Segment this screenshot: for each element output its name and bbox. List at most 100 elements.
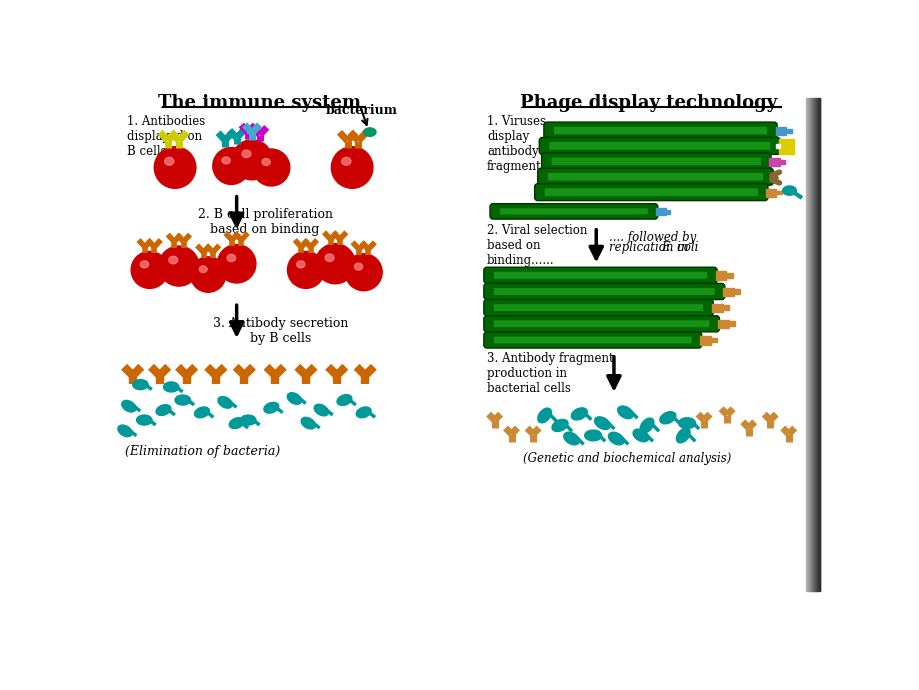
FancyBboxPatch shape	[537, 168, 773, 185]
FancyBboxPatch shape	[494, 320, 709, 327]
FancyBboxPatch shape	[544, 188, 757, 196]
Ellipse shape	[617, 406, 632, 419]
Circle shape	[190, 257, 226, 293]
Ellipse shape	[264, 402, 278, 413]
Ellipse shape	[229, 417, 244, 428]
Text: 3. Antibody fragment
production in
bacterial cells: 3. Antibody fragment production in bacte…	[486, 353, 613, 395]
Ellipse shape	[551, 419, 567, 432]
Text: bacterium: bacterium	[326, 104, 398, 117]
Ellipse shape	[594, 417, 610, 428]
FancyBboxPatch shape	[547, 173, 763, 181]
Circle shape	[253, 149, 289, 186]
Ellipse shape	[218, 397, 233, 408]
Ellipse shape	[314, 404, 328, 416]
Ellipse shape	[241, 414, 255, 426]
Ellipse shape	[301, 417, 315, 429]
Ellipse shape	[165, 380, 177, 393]
Text: (Genetic and biochemical analysis): (Genetic and biochemical analysis)	[523, 453, 731, 465]
Ellipse shape	[782, 186, 796, 195]
Ellipse shape	[639, 420, 654, 431]
Bar	[777, 139, 793, 155]
Bar	[785, 129, 791, 133]
FancyBboxPatch shape	[483, 284, 724, 299]
Bar	[775, 144, 778, 148]
Bar	[711, 304, 721, 313]
Circle shape	[217, 244, 255, 283]
Ellipse shape	[194, 407, 210, 417]
Ellipse shape	[137, 414, 152, 426]
Ellipse shape	[156, 404, 170, 416]
Ellipse shape	[141, 261, 149, 268]
Text: (Elimination of bacteria): (Elimination of bacteria)	[125, 444, 280, 457]
Ellipse shape	[357, 406, 370, 418]
FancyBboxPatch shape	[483, 299, 712, 316]
FancyBboxPatch shape	[499, 208, 647, 215]
FancyBboxPatch shape	[494, 288, 714, 295]
FancyBboxPatch shape	[541, 153, 770, 170]
FancyBboxPatch shape	[490, 204, 657, 219]
Text: The immune system: The immune system	[158, 95, 361, 112]
Bar	[655, 208, 664, 215]
FancyBboxPatch shape	[551, 157, 760, 165]
Bar	[722, 288, 733, 296]
Ellipse shape	[675, 429, 690, 442]
Bar	[715, 271, 726, 280]
FancyBboxPatch shape	[534, 184, 767, 201]
FancyBboxPatch shape	[553, 127, 766, 135]
Circle shape	[315, 244, 355, 284]
Text: E. coli: E. coli	[660, 241, 698, 255]
Bar	[766, 189, 776, 197]
FancyBboxPatch shape	[549, 142, 769, 150]
Bar	[778, 160, 784, 164]
FancyBboxPatch shape	[483, 316, 719, 332]
Ellipse shape	[176, 394, 189, 406]
Text: 2. B cell proliferation
based on binding: 2. B cell proliferation based on binding	[198, 208, 333, 236]
FancyBboxPatch shape	[539, 137, 779, 155]
Ellipse shape	[678, 417, 695, 429]
Ellipse shape	[165, 157, 174, 165]
Ellipse shape	[121, 401, 136, 411]
Bar	[776, 190, 781, 195]
Bar	[733, 289, 740, 294]
Circle shape	[131, 251, 168, 288]
Ellipse shape	[296, 261, 304, 268]
Text: replication in: replication in	[607, 241, 691, 255]
Ellipse shape	[199, 266, 207, 273]
FancyBboxPatch shape	[483, 332, 701, 348]
Circle shape	[212, 148, 249, 184]
Bar	[728, 322, 734, 326]
Ellipse shape	[563, 433, 579, 444]
Text: .... followed by: .... followed by	[607, 230, 695, 244]
Bar	[721, 306, 728, 310]
Ellipse shape	[287, 393, 301, 404]
Ellipse shape	[633, 428, 647, 443]
Text: 3. Antibody secretion
by B cells: 3. Antibody secretion by B cells	[212, 317, 348, 345]
Bar	[699, 336, 710, 344]
Bar	[664, 210, 669, 214]
Bar	[717, 320, 728, 328]
Bar	[775, 128, 785, 135]
Ellipse shape	[119, 424, 131, 437]
Text: Phage display technology: Phage display technology	[519, 95, 777, 112]
Bar	[726, 273, 732, 277]
FancyBboxPatch shape	[494, 272, 707, 279]
Ellipse shape	[221, 157, 230, 164]
Circle shape	[159, 246, 199, 286]
Ellipse shape	[133, 380, 148, 390]
Text: 1. Viruses
display
antibody
fragments: 1. Viruses display antibody fragments	[486, 115, 547, 173]
Bar	[768, 158, 778, 166]
FancyBboxPatch shape	[494, 337, 691, 344]
Circle shape	[154, 147, 196, 188]
FancyBboxPatch shape	[494, 304, 702, 311]
FancyBboxPatch shape	[483, 267, 716, 284]
Circle shape	[287, 251, 324, 288]
Ellipse shape	[571, 408, 586, 420]
FancyBboxPatch shape	[543, 122, 777, 139]
Ellipse shape	[324, 254, 334, 262]
Ellipse shape	[584, 429, 600, 442]
Ellipse shape	[659, 412, 675, 424]
Ellipse shape	[227, 255, 235, 262]
Ellipse shape	[354, 263, 362, 270]
Ellipse shape	[242, 150, 251, 157]
Ellipse shape	[536, 410, 552, 421]
